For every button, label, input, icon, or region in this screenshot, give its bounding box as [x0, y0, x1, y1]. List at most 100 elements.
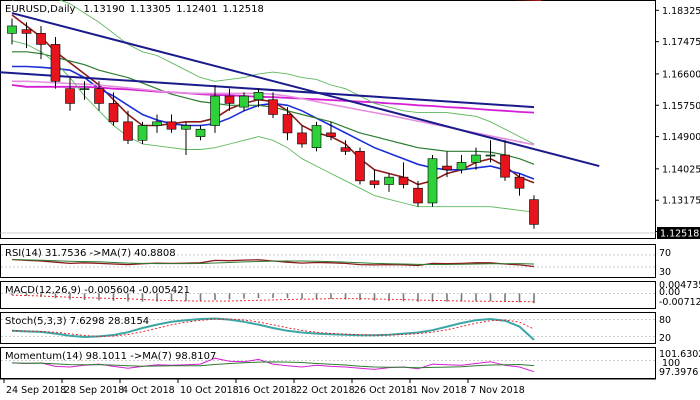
- price-tick-label: 1.13175: [662, 196, 700, 207]
- bull-candle-body: [181, 125, 191, 130]
- bollinger-upper-line: [11, 0, 535, 145]
- date-tick-label: 1 Nov 2018: [412, 385, 467, 396]
- candle: [340, 140, 351, 156]
- price-tick-label: 1.15750: [662, 101, 700, 112]
- bull-candle-body: [210, 95, 220, 126]
- candle: [166, 114, 177, 133]
- candle: [181, 121, 191, 156]
- macd-signal-line: [11, 294, 535, 303]
- bull-candle-body: [456, 162, 467, 171]
- date-tick-label: 10 Oct 2018: [180, 385, 239, 396]
- rsi-tick-30: 30: [659, 267, 671, 278]
- rsi-pane: [1, 254, 655, 268]
- date-tick-label: 4 Oct 2018: [122, 385, 175, 396]
- candle: [514, 173, 525, 196]
- open-value: 1.13190: [83, 4, 124, 15]
- candle: [442, 151, 452, 178]
- candle: [108, 92, 119, 126]
- date-tick-label: 16 Oct 2018: [238, 385, 297, 396]
- candle: [369, 169, 380, 189]
- bear-candle-body: [36, 33, 46, 45]
- momentum-header: Momentum(14) 98.1011 ->MA(7) 98.8107: [5, 351, 216, 362]
- candle: [282, 107, 293, 141]
- bear-candle-body: [50, 44, 61, 82]
- candle: [384, 173, 394, 192]
- bear-candle-body: [442, 165, 452, 171]
- rsi-pane-frame: [0, 244, 656, 278]
- stoch-pane-frame: [0, 312, 656, 344]
- macd-pane: [1, 293, 655, 304]
- momentum-tick-bottom: 97.3976: [659, 367, 698, 378]
- bear-candle-body: [355, 151, 365, 182]
- candle: [485, 140, 496, 163]
- bear-candle-body: [94, 88, 104, 104]
- rsi-header: RSI(14) 31.7536 ->MA(7) 40.8808: [5, 248, 176, 259]
- stoch-pane: [1, 317, 655, 341]
- candle: [529, 195, 539, 229]
- macd-tick-zero: 0.00: [659, 287, 680, 298]
- bear-candle-body: [21, 29, 32, 34]
- bull-candle-body: [239, 95, 249, 108]
- bear-candle-body: [282, 114, 293, 134]
- candle: [398, 162, 409, 189]
- momentum-tick-top: 101.6302: [659, 349, 700, 360]
- bull-candle-body: [253, 92, 264, 101]
- bull-candle-body: [7, 25, 17, 34]
- momentum-pane: [1, 357, 655, 373]
- high-value: 1.13305: [130, 4, 171, 15]
- candle: [65, 77, 75, 111]
- candle: [195, 125, 206, 141]
- candle: [36, 25, 46, 60]
- bull-candle-body: [311, 125, 322, 148]
- bear-candle-body: [108, 103, 119, 123]
- stoch-tick-80: 80: [659, 315, 671, 326]
- rsi-tick-70: 70: [659, 248, 671, 259]
- bull-candle-body: [79, 88, 90, 90]
- candle: [224, 88, 235, 111]
- candle: [311, 121, 322, 152]
- candle: [7, 18, 17, 45]
- candle: [21, 22, 32, 49]
- bear-candle-body: [514, 176, 525, 189]
- ma-blue-line: [12, 65, 535, 180]
- bull-candle-body: [137, 125, 148, 141]
- pane-frames: [0, 0, 656, 379]
- price-tick-label: 1.14900: [662, 132, 700, 143]
- current-price-label: 1.12518: [660, 229, 699, 240]
- macd-header: MACD(12,26,9) -0.005604 -0.005421: [5, 285, 190, 296]
- bear-candle-body: [65, 88, 75, 104]
- bear-candle-body: [369, 180, 380, 185]
- candle: [253, 88, 264, 108]
- rsi-ma-line: [11, 259, 535, 265]
- candle: [456, 155, 467, 174]
- price-tick-label: 1.17475: [662, 37, 700, 48]
- bull-candle-body: [195, 128, 206, 137]
- candle: [94, 81, 104, 111]
- main-pane: [0, 0, 600, 229]
- macd-tick-bottom: -0.007123: [659, 297, 700, 308]
- candle: [413, 180, 423, 207]
- bull-candle-body: [427, 158, 438, 204]
- bear-candle-body: [166, 121, 177, 130]
- bull-candle-body: [485, 154, 496, 157]
- main-header: EURUSD,Daily 1.13190 1.13305 1.12401 1.12518: [5, 4, 264, 15]
- candle: [355, 147, 365, 185]
- momentum-ma-line: [11, 361, 535, 369]
- bear-candle-body: [224, 95, 235, 104]
- price-axis: 1.18325 1.17475 1.16600 1.15750 1.14900 1.140…: [655, 6, 700, 238]
- rsi-line: [11, 258, 535, 268]
- navy-falling-trendline: [11, 12, 600, 168]
- date-tick-label: 26 Oct 2018: [354, 385, 413, 396]
- bear-candle-body: [413, 187, 423, 204]
- main-pane-frame: [0, 0, 656, 239]
- symbol-timeframe: EURUSD,Daily: [5, 4, 76, 15]
- bollinger-lower-line: [11, 40, 535, 213]
- current-price-box: [657, 227, 700, 239]
- candle: [268, 92, 278, 119]
- candle: [152, 114, 162, 133]
- candle: [297, 125, 307, 148]
- macd-tick-top: 0.004735: [659, 280, 700, 291]
- candle: [239, 92, 249, 111]
